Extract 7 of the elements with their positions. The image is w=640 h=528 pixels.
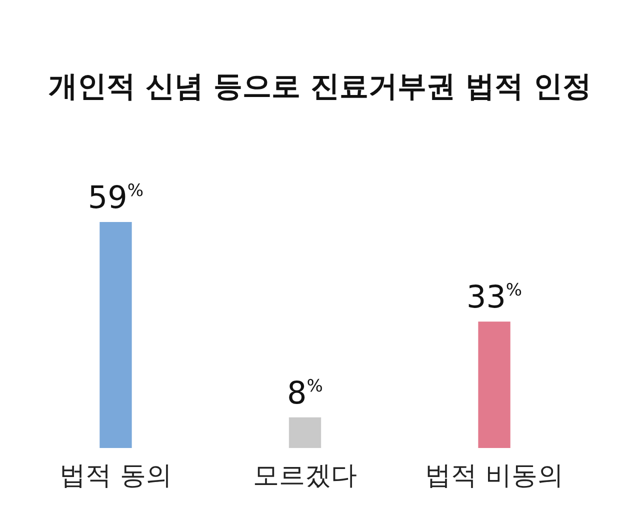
x-tick-label: 법적 동의 <box>60 461 172 491</box>
data-label: 8$^{%}$ <box>287 375 323 412</box>
data-label: 59$^{%}$ <box>88 180 144 216</box>
data-label: 33$^{%}$ <box>466 280 522 316</box>
x-tick-label: 모르겠다 <box>253 461 357 491</box>
x-tick-label: 법적 비동의 <box>425 461 564 491</box>
chart-title: 개인적 신념 등으로 진료거부권 법적 인정 <box>48 69 592 103</box>
